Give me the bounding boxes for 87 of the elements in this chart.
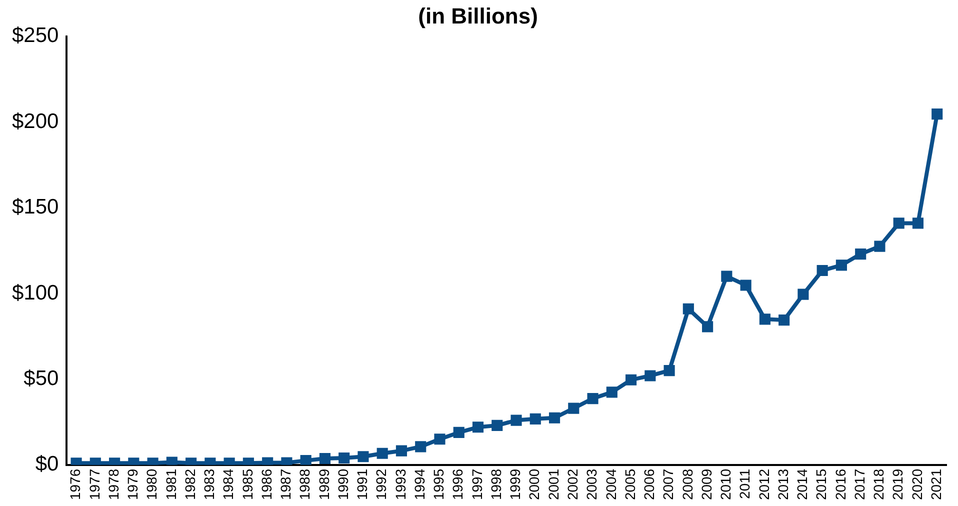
x-tick-label: 1988: [296, 468, 313, 500]
y-tick-label: $0: [35, 452, 59, 476]
y-tick-label: $100: [12, 281, 59, 304]
x-tick-label: 1995: [430, 468, 447, 500]
point: [664, 365, 675, 376]
point: [492, 420, 503, 431]
x-tick-label: 2001: [545, 468, 562, 500]
y-tick-label: $250: [12, 24, 59, 48]
x-tick-label: 1981: [162, 468, 179, 500]
point: [548, 412, 560, 424]
point: [759, 314, 770, 325]
point: [396, 445, 408, 456]
point: [874, 240, 886, 252]
point: [893, 218, 904, 229]
point: [472, 422, 484, 433]
x-tick-label: 1997: [468, 468, 485, 500]
x-tick-label: 2008: [679, 468, 696, 500]
x-tick-label: 1977: [86, 468, 102, 500]
x-tick-label: 2014: [794, 468, 810, 500]
point: [300, 455, 312, 465]
x-tick-label: 2013: [774, 468, 791, 500]
chart-title: (in Billions): [418, 3, 538, 28]
x-tick-label: 1996: [450, 468, 466, 500]
point: [644, 370, 656, 382]
x-tick-label: 2000: [526, 468, 542, 500]
point: [338, 452, 350, 464]
x-tick-label: 2002: [564, 468, 581, 500]
x-tick-label: 2016: [832, 468, 848, 500]
point: [453, 426, 464, 438]
x-tick-label: 1992: [373, 468, 390, 500]
point: [836, 260, 847, 271]
point: [682, 303, 694, 314]
point: [568, 402, 580, 414]
x-tick-label: 2004: [602, 468, 619, 500]
point: [415, 441, 426, 452]
point: [932, 108, 943, 120]
x-tick-label: 1994: [411, 468, 428, 500]
x-tick-label: 1993: [392, 468, 408, 500]
x-tick-label: 2009: [698, 468, 714, 500]
x-tick-label: 2003: [584, 468, 600, 500]
y-tick-label: $200: [12, 110, 59, 133]
x-tick-label: 1989: [316, 468, 332, 500]
point: [855, 248, 866, 260]
point: [510, 414, 522, 426]
x-tick-label: 2021: [928, 468, 944, 500]
point: [530, 413, 541, 424]
point: [798, 288, 809, 300]
x-tick-label: 1979: [124, 468, 141, 500]
point: [721, 270, 732, 282]
x-tick-label: 1999: [507, 468, 524, 500]
x-tick-label: 1986: [258, 468, 274, 500]
x-tick-label: 1984: [220, 468, 236, 500]
point: [434, 434, 446, 445]
point: [912, 218, 924, 229]
x-tick-label: 2007: [660, 468, 676, 500]
x-tick-label: 2012: [756, 468, 772, 500]
x-tick-label: 1980: [144, 468, 160, 500]
point: [376, 448, 388, 459]
point: [702, 321, 714, 332]
y-tick-label: $150: [12, 196, 59, 219]
point: [319, 452, 330, 464]
x-tick-label: 1991: [354, 468, 370, 500]
x-tick-label: 1978: [105, 468, 122, 500]
x-tick-label: 1987: [278, 468, 294, 500]
x-tick-label: 2006: [641, 468, 658, 500]
x-tick-label: 2017: [851, 468, 868, 500]
point: [606, 386, 618, 398]
point: [778, 314, 790, 326]
x-tick-label: 1982: [182, 468, 198, 500]
point: [740, 280, 752, 291]
point: [587, 392, 598, 404]
x-tick-label: 2005: [622, 468, 638, 500]
x-tick-label: 1990: [334, 468, 351, 500]
x-tick-label: 2019: [890, 468, 906, 500]
y-tick-label: $50: [24, 366, 59, 390]
x-tick-label: 1976: [67, 468, 84, 500]
point: [358, 451, 369, 462]
x-tick-label: 2010: [718, 468, 734, 500]
x-tick-label: 2020: [908, 468, 925, 500]
point: [625, 374, 637, 386]
x-tick-label: 2015: [813, 468, 830, 500]
x-tick-label: 1998: [488, 468, 504, 500]
x-tick-label: 1983: [201, 468, 218, 500]
x-tick-label: 2011: [736, 468, 753, 499]
x-tick-label: 2018: [870, 468, 887, 500]
point: [816, 264, 828, 276]
x-tick-label: 1985: [239, 468, 256, 500]
